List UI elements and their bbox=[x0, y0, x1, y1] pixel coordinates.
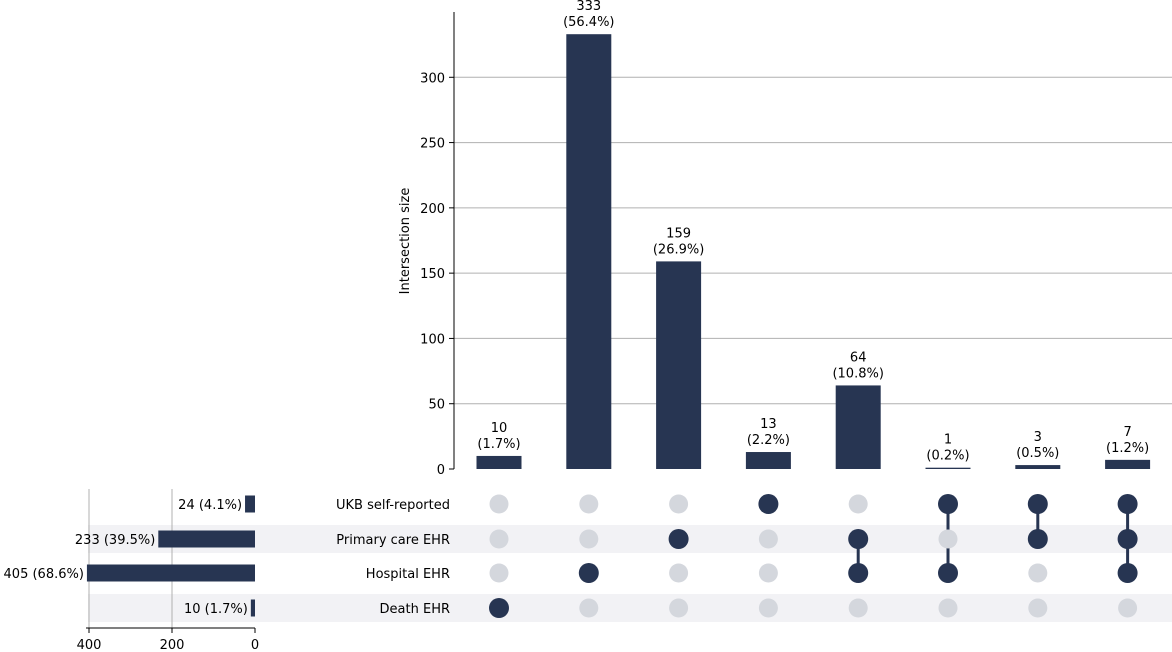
y-tick-label: 200 bbox=[420, 202, 445, 217]
set-size-chart: 0 200 400 24 (4.1%) 233 (39.5%) 405 (68.6%) 10… bbox=[4, 489, 259, 652]
bar-value-label: 7 bbox=[1123, 425, 1131, 440]
row-stripe bbox=[88, 525, 1172, 553]
membership-dot-inactive bbox=[579, 494, 599, 514]
set-size-label: 405 (68.6%) bbox=[4, 567, 84, 582]
set-size-label: 233 (39.5%) bbox=[75, 533, 155, 548]
matrix-row-stripes bbox=[88, 525, 1172, 622]
membership-dot-active bbox=[578, 563, 599, 583]
bar-percent-label: (26.9%) bbox=[653, 242, 704, 257]
bar-value-label: 3 bbox=[1034, 430, 1042, 445]
bar-value-label: 13 bbox=[760, 417, 777, 432]
bar-percent-label: (10.8%) bbox=[832, 366, 883, 381]
intersection-bar bbox=[1015, 465, 1061, 469]
set-size-bar bbox=[158, 530, 255, 548]
membership-dot-inactive bbox=[758, 529, 778, 549]
bar-value-label: 10 bbox=[491, 421, 508, 436]
intersection-bars: 10(1.7%)333(56.4%)159(26.9%)13(2.2%)64(1… bbox=[476, 0, 1151, 469]
intersection-bar bbox=[835, 385, 881, 469]
intersection-bar bbox=[925, 467, 971, 469]
membership-dot-active bbox=[1117, 494, 1138, 514]
membership-dot-active bbox=[848, 529, 869, 549]
x-tick-label: 400 bbox=[77, 638, 102, 652]
membership-dot-inactive bbox=[1028, 563, 1048, 583]
membership-dot-inactive bbox=[938, 529, 958, 549]
set-label: Hospital EHR bbox=[366, 567, 450, 582]
membership-dot-active bbox=[668, 529, 689, 549]
y-axis-label: Intersection size bbox=[398, 188, 413, 295]
bar-percent-label: (56.4%) bbox=[563, 15, 614, 30]
bar-value-label: 64 bbox=[850, 350, 867, 365]
set-labels: UKB self-reported Primary care EHR Hospita… bbox=[336, 498, 450, 617]
x-tick-label: 200 bbox=[160, 638, 185, 652]
membership-dot-inactive bbox=[848, 598, 868, 618]
set-size-bar bbox=[86, 564, 255, 582]
bar-value-label: 159 bbox=[666, 226, 691, 241]
set-label: UKB self-reported bbox=[336, 498, 450, 513]
set-size-bar bbox=[245, 495, 255, 513]
membership-dot-active bbox=[1117, 529, 1138, 549]
bar-percent-label: (0.2%) bbox=[926, 449, 969, 464]
membership-dot-active bbox=[938, 563, 958, 583]
membership-dot-inactive bbox=[669, 494, 689, 514]
intersection-bar bbox=[1105, 459, 1151, 469]
bar-value-label: 1 bbox=[944, 433, 952, 448]
y-axis: 0 50 100 150 200 250 300 bbox=[420, 12, 455, 478]
membership-dot-active bbox=[1117, 563, 1138, 583]
membership-dot-inactive bbox=[848, 494, 868, 514]
membership-dot-active bbox=[758, 494, 779, 514]
set-label: Primary care EHR bbox=[336, 533, 450, 548]
membership-dot-inactive bbox=[489, 529, 509, 549]
membership-dot-inactive bbox=[1118, 598, 1138, 618]
membership-dot-inactive bbox=[758, 598, 778, 618]
bar-percent-label: (1.2%) bbox=[1106, 441, 1149, 456]
membership-dot-inactive bbox=[938, 598, 958, 618]
y-tick-label: 300 bbox=[420, 71, 445, 86]
membership-dot-active bbox=[489, 598, 509, 618]
intersection-bar bbox=[745, 452, 791, 469]
intersection-bar bbox=[476, 455, 522, 469]
membership-dot-inactive bbox=[579, 529, 599, 549]
membership-dot-inactive bbox=[489, 494, 509, 514]
x-tick-label: 0 bbox=[251, 638, 259, 652]
membership-dot-active bbox=[848, 563, 869, 583]
membership-matrix bbox=[489, 494, 1138, 618]
membership-dot-inactive bbox=[669, 563, 689, 583]
membership-dot-active bbox=[938, 494, 958, 514]
bar-value-label: 333 bbox=[576, 0, 601, 14]
membership-dot-inactive bbox=[758, 563, 778, 583]
set-size-label: 24 (4.1%) bbox=[178, 498, 242, 513]
membership-dot-inactive bbox=[579, 598, 599, 618]
row-stripe bbox=[88, 594, 1172, 622]
intersection-bar bbox=[566, 34, 612, 469]
membership-dot-inactive bbox=[489, 563, 509, 583]
y-tick-label: 0 bbox=[437, 463, 445, 478]
membership-dot-inactive bbox=[669, 598, 689, 618]
membership-dot-active bbox=[1027, 494, 1048, 514]
set-label: Death EHR bbox=[380, 602, 450, 617]
membership-dot-inactive bbox=[1028, 598, 1048, 618]
intersection-bar bbox=[656, 261, 702, 469]
gridlines bbox=[454, 76, 1172, 405]
bar-percent-label: (0.5%) bbox=[1016, 446, 1059, 461]
y-tick-label: 50 bbox=[428, 398, 445, 413]
set-size-label: 10 (1.7%) bbox=[184, 602, 248, 617]
membership-dot-active bbox=[1027, 529, 1048, 549]
bar-percent-label: (1.7%) bbox=[477, 437, 520, 452]
y-tick-label: 150 bbox=[420, 267, 445, 282]
set-size-bar bbox=[250, 599, 255, 617]
bar-percent-label: (2.2%) bbox=[747, 433, 790, 448]
y-tick-label: 100 bbox=[420, 332, 445, 347]
y-tick-label: 250 bbox=[420, 137, 445, 152]
